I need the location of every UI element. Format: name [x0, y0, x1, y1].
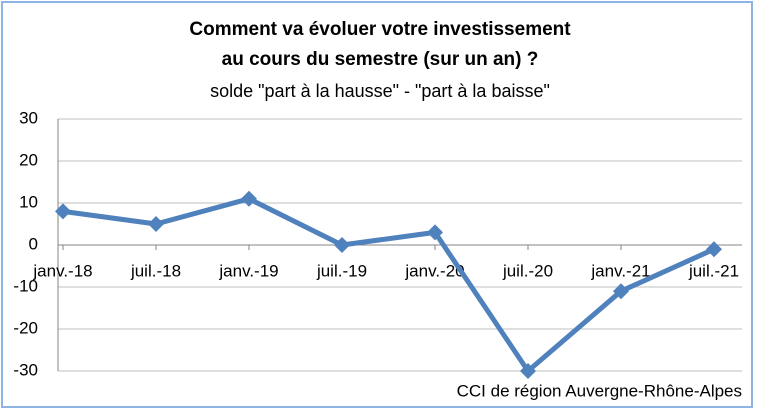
- data-point: [706, 241, 722, 258]
- y-tick-label: -30: [13, 360, 38, 379]
- x-tick-label: juil.-18: [130, 261, 181, 280]
- data-point: [55, 203, 71, 220]
- x-tick-label: janv.-20: [404, 261, 464, 280]
- chart-title: au cours du semestre (sur un an) ?: [222, 49, 539, 70]
- x-tick-label: janv.-18: [32, 261, 92, 280]
- x-tick-label: juil.-21: [688, 261, 739, 280]
- data-point: [613, 283, 629, 300]
- data-point: [520, 363, 536, 379]
- data-line: [62, 196, 716, 374]
- source: CCI de région Auvergne-Rhône-Alpes: [457, 381, 742, 400]
- chart-title: Comment va évoluer votre investissement: [189, 19, 571, 40]
- x-tick-label: juil.-20: [502, 261, 553, 280]
- data-point: [148, 216, 164, 232]
- y-tick-label: 30: [19, 108, 38, 127]
- y-tick-label: 0: [29, 234, 38, 253]
- y-tick-label: -10: [13, 276, 38, 295]
- x-tick-label: janv.-21: [590, 261, 650, 280]
- x-tick-label: janv.-19: [218, 261, 278, 280]
- data-point: [241, 190, 257, 207]
- chart-subtitle: solde "part à la hausse" - "part à la ba…: [210, 81, 550, 101]
- y-tick-label: 20: [19, 150, 38, 169]
- data-point: [427, 224, 443, 241]
- data-point: [334, 237, 350, 253]
- y-tick-label: -20: [13, 318, 38, 337]
- y-tick-label: 10: [19, 192, 38, 211]
- x-tick-label: juil.-19: [316, 261, 367, 280]
